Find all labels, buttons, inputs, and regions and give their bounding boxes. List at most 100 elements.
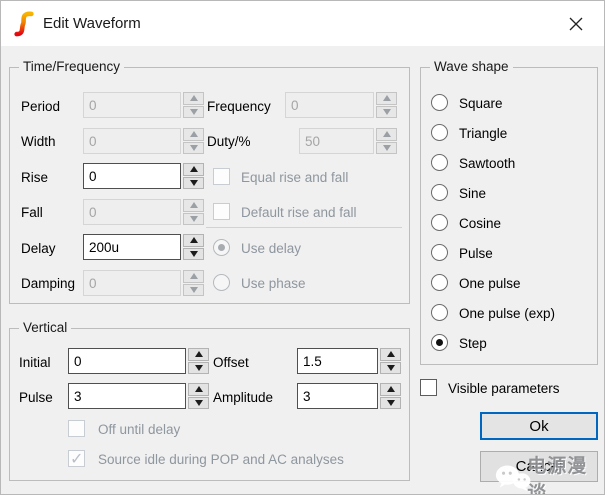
initial-label: Initial: [19, 355, 51, 370]
spin-up-icon: [376, 92, 397, 105]
spin-down-icon[interactable]: [188, 396, 209, 409]
use-phase-radio: [213, 274, 230, 291]
period-label: Period: [21, 99, 61, 114]
close-icon: [569, 17, 583, 31]
spin-up-icon[interactable]: [188, 383, 209, 396]
spin-down-icon: [183, 283, 204, 296]
pulse-spinner[interactable]: [188, 383, 209, 409]
spin-up-icon[interactable]: [183, 163, 204, 176]
wave-shape-radio-cosine[interactable]: [431, 214, 448, 231]
fall-input: [83, 199, 181, 225]
pulse-input[interactable]: [68, 383, 186, 409]
wave-shape-radio-step[interactable]: [431, 334, 448, 351]
delay-label: Delay: [21, 241, 56, 256]
wave-shape-label-square: Square: [459, 96, 503, 111]
spin-down-icon: [376, 105, 397, 118]
delay-input[interactable]: [83, 234, 181, 260]
visible-parameters-label: Visible parameters: [448, 381, 560, 396]
default-rise-fall-label: Default rise and fall: [241, 205, 357, 220]
spin-down-icon: [183, 141, 204, 154]
spin-down-icon: [183, 212, 204, 225]
spin-down-icon[interactable]: [380, 396, 401, 409]
wave-shape-radio-square[interactable]: [431, 94, 448, 111]
initial-input[interactable]: [68, 348, 186, 374]
width-input: [83, 128, 181, 154]
spin-up-icon: [376, 128, 397, 141]
source-idle-label: Source idle during POP and AC analyses: [98, 452, 344, 467]
amplitude-spinner[interactable]: [380, 383, 401, 409]
damping-input: [83, 270, 181, 296]
spin-down-icon: [376, 141, 397, 154]
wave-shape-radio-triangle[interactable]: [431, 124, 448, 141]
initial-spinner[interactable]: [188, 348, 209, 374]
group-vertical: Vertical: [9, 320, 410, 481]
damping-spinner: [183, 270, 204, 296]
spin-up-icon: [183, 199, 204, 212]
wave-shape-radio-one-pulse-exp[interactable]: [431, 304, 448, 321]
wave-shape-radio-one-pulse[interactable]: [431, 274, 448, 291]
duty-spinner: [376, 128, 397, 154]
spin-down-icon[interactable]: [380, 361, 401, 374]
close-button[interactable]: [560, 8, 592, 40]
offset-input[interactable]: [297, 348, 378, 374]
frequency-label: Frequency: [207, 99, 271, 114]
wave-shape-label-sine: Sine: [459, 186, 487, 201]
spin-down-icon[interactable]: [188, 361, 209, 374]
group-title-wave-shape: Wave shape: [430, 59, 513, 74]
spin-up-icon[interactable]: [380, 348, 401, 361]
visible-parameters-checkbox[interactable]: [420, 379, 437, 396]
frequency-input: [285, 92, 374, 118]
spin-up-icon[interactable]: [183, 234, 204, 247]
wave-shape-radio-sine[interactable]: [431, 184, 448, 201]
frequency-spinner: [376, 92, 397, 118]
spin-up-icon: [183, 128, 204, 141]
period-spinner: [183, 92, 204, 118]
damping-label: Damping: [21, 276, 76, 291]
off-until-delay-checkbox: [68, 420, 85, 437]
wave-shape-radio-sawtooth[interactable]: [431, 154, 448, 171]
offset-spinner[interactable]: [380, 348, 401, 374]
equal-rise-fall-label: Equal rise and fall: [241, 170, 349, 185]
amplitude-input[interactable]: [297, 383, 378, 409]
group-title-vertical: Vertical: [19, 320, 72, 335]
source-idle-checkbox: [68, 449, 85, 469]
divider: [206, 227, 402, 228]
group-time-frequency: Time/Frequency: [9, 59, 410, 304]
ok-button[interactable]: Ok: [480, 412, 598, 440]
rise-input[interactable]: [83, 163, 181, 189]
spin-down-icon[interactable]: [183, 176, 204, 189]
wave-shape-label-triangle: Triangle: [459, 126, 508, 141]
offset-label: Offset: [213, 355, 249, 370]
width-label: Width: [21, 134, 56, 149]
app-logo-icon: [14, 11, 34, 36]
window-title: Edit Waveform: [43, 15, 141, 32]
pulse-label: Pulse: [19, 390, 53, 405]
wave-shape-label-one-pulse: One pulse: [459, 276, 521, 291]
group-wave-shape: Wave shape: [420, 59, 598, 365]
rise-spinner[interactable]: [183, 163, 204, 189]
wave-shape-label-cosine: Cosine: [459, 216, 502, 231]
wave-shape-label-pulse: Pulse: [459, 246, 493, 261]
rise-label: Rise: [21, 170, 49, 185]
delay-spinner[interactable]: [183, 234, 204, 260]
wave-shape-label-sawtooth: Sawtooth: [459, 156, 516, 171]
fall-spinner: [183, 199, 204, 225]
cancel-button[interactable]: Cancel: [480, 451, 598, 482]
fall-label: Fall: [21, 205, 43, 220]
group-title-time-frequency: Time/Frequency: [19, 59, 125, 74]
wave-shape-radio-pulse[interactable]: [431, 244, 448, 261]
use-phase-label: Use phase: [241, 276, 306, 291]
off-until-delay-label: Off until delay: [98, 422, 181, 437]
wave-shape-label-one-pulse-exp: One pulse (exp): [459, 306, 556, 321]
titlebar: Edit Waveform: [1, 1, 604, 46]
spin-up-icon[interactable]: [188, 348, 209, 361]
wave-shape-label-step: Step: [459, 336, 487, 351]
spin-down-icon[interactable]: [183, 247, 204, 260]
spin-up-icon: [183, 270, 204, 283]
period-input: [83, 92, 181, 118]
spin-up-icon[interactable]: [380, 383, 401, 396]
use-delay-label: Use delay: [241, 241, 302, 256]
amplitude-label: Amplitude: [213, 390, 274, 405]
duty-label: Duty/%: [207, 134, 251, 149]
default-rise-fall-checkbox: [213, 203, 230, 220]
